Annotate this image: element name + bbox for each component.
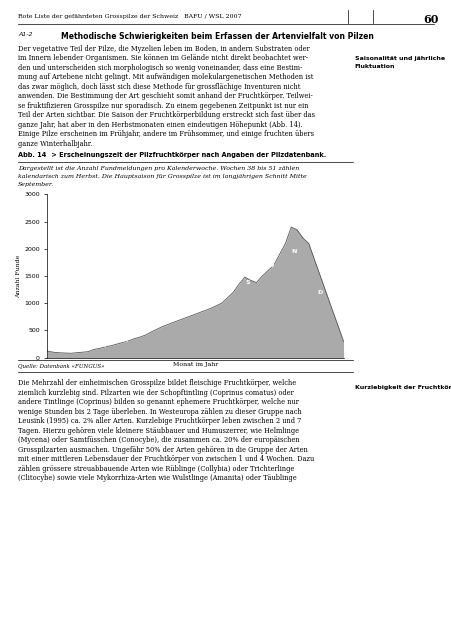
Text: wenige Stunden bis 2 Tage überleben. In Westeuropa zählen zu dieser Gruppe nach: wenige Stunden bis 2 Tage überleben. In … [18,408,301,416]
Text: 60: 60 [422,14,437,25]
Text: das zwar möglich, doch lässt sich diese Methode für grossflächige Inventuren nic: das zwar möglich, doch lässt sich diese … [18,83,300,91]
Text: J: J [174,310,176,316]
Text: A: A [123,338,128,343]
Text: mung auf Artebene nicht gelingt. Mit aufwändigen molekulargenetischen Methoden i: mung auf Artebene nicht gelingt. Mit auf… [18,73,313,81]
Text: September.: September. [18,182,54,188]
Text: anwenden. Die Bestimmung der Art geschieht somit anhand der Fruchtkörper. Teilwe: anwenden. Die Bestimmung der Art geschie… [18,92,312,100]
Text: Dargestellt ist die Anzahl Fundmeldungen pro Kalenderwoche. Wochen 38 bis 51 zäh: Dargestellt ist die Anzahl Fundmeldungen… [18,166,299,171]
Text: zählen grössere streuabbauende Arten wie Rüblinge (Collybia) oder Trichterlinge: zählen grössere streuabbauende Arten wie… [18,465,294,473]
Text: Der vegetative Teil der Pilze, die Myzelien leben im Boden, in andern Substraten: Der vegetative Teil der Pilze, die Myzel… [18,45,309,52]
Text: Kurzlebigkeit der Fruchtkörper: Kurzlebigkeit der Fruchtkörper [354,385,451,390]
Text: Tagen. Hierzu gehören viele kleinere Stäubbauer und Humuszerrer, wie Helmlinge: Tagen. Hierzu gehören viele kleinere Stä… [18,427,299,435]
Text: im Innern lebender Organismen. Sie können im Gelände nicht direkt beobachtet wer: im Innern lebender Organismen. Sie könne… [18,54,308,62]
Text: Leusink (1995) ca. 2% aller Arten. Kurzlebige Fruchtkörper leben zwischen 2 und : Leusink (1995) ca. 2% aller Arten. Kurzl… [18,417,301,426]
Text: Rote Liste der gefährdeten Grosspilze der Schweiz   BAFU / WSL 2007: Rote Liste der gefährdeten Grosspilze de… [18,14,241,19]
Text: Die Mehrzahl der einheimischen Grosspilze bildet fleischige Fruchtkörper, welche: Die Mehrzahl der einheimischen Grosspilz… [18,380,296,387]
Text: (Mycena) oder Samtfüsschen (Conocybe), die zusammen ca. 20% der europäischen: (Mycena) oder Samtfüsschen (Conocybe), d… [18,436,299,444]
Text: M: M [99,342,106,348]
Text: A: A [219,295,224,300]
Text: R: R [54,348,59,353]
Text: > Erscheinungszeit der Pilzfruchtkörper nach Angaben der Pilzdatenbank.: > Erscheinungszeit der Pilzfruchtkörper … [49,152,325,157]
Text: S: S [245,280,249,285]
Y-axis label: Anzahl Funde: Anzahl Funde [16,255,21,298]
Text: Einige Pilze erscheinen im Frühjahr, andere im Frühsommer, und einige fruchten ü: Einige Pilze erscheinen im Frühjahr, and… [18,130,313,138]
Text: Fluktuation: Fluktuation [354,64,395,69]
Text: N: N [291,249,296,254]
Text: Quelle: Datenbank «FUNGUS»: Quelle: Datenbank «FUNGUS» [18,363,104,368]
Text: andere Tintlinge (Coprinus) bilden so genannt ephemere Fruchtkörper, welche nur: andere Tintlinge (Coprinus) bilden so ge… [18,398,298,406]
Text: F: F [77,346,81,351]
Text: (Clitocybe) sowie viele Mykorrhiza-Arten wie Wulstlinge (Amanita) oder Täublinge: (Clitocybe) sowie viele Mykorrhiza-Arten… [18,474,296,482]
Text: Abb. 14: Abb. 14 [18,152,46,157]
Text: kalendarisch zum Herbst. Die Hauptsaison für Grosspilze ist im langjährigen Schn: kalendarisch zum Herbst. Die Hauptsaison… [18,174,306,179]
Text: A1-2: A1-2 [18,32,32,37]
Text: mit einer mittleren Lebensdauer der Fruchtkörper von zwischen 1 und 4 Wochen. Da: mit einer mittleren Lebensdauer der Fruc… [18,455,313,463]
Text: M: M [148,317,155,322]
Text: Teil der Arten sichtbar. Die Saison der Fruchtkörperbildung erstreckt sich fast : Teil der Arten sichtbar. Die Saison der … [18,111,314,119]
Text: ganze Jahr, hat aber in den Herbstmonaten einen eindeutigen Höhepunkt (Abb. 14).: ganze Jahr, hat aber in den Herbstmonate… [18,120,302,129]
Text: ziemlich kurzlebig sind. Pilzarten wie der Schopftintling (Coprinus comatus) ode: ziemlich kurzlebig sind. Pilzarten wie d… [18,389,293,397]
Text: den und unterscheiden sich morphologisch so wenig voneinander, dass eine Bestim-: den und unterscheiden sich morphologisch… [18,64,302,72]
X-axis label: Monat im Jahr: Monat im Jahr [173,362,217,367]
Text: O: O [268,262,273,268]
Text: Methodische Schwierigkeiten beim Erfassen der Artenvielfalt von Pilzen: Methodische Schwierigkeiten beim Erfasse… [61,32,373,41]
Text: J: J [197,305,199,310]
Text: D: D [317,290,322,295]
Text: Saisonalität und jährliche: Saisonalität und jährliche [354,56,444,61]
Text: se fruktifizieren Grosspilze nur sporadisch. Zu einem gegebenen Zeitpunkt ist nu: se fruktifizieren Grosspilze nur sporadi… [18,102,308,109]
Text: Grosspilzarten ausmachen. Ungefähr 50% der Arten gehören in die Gruppe der Arten: Grosspilzarten ausmachen. Ungefähr 50% d… [18,445,307,454]
Text: ganze Winterhalbjahr.: ganze Winterhalbjahr. [18,140,92,148]
